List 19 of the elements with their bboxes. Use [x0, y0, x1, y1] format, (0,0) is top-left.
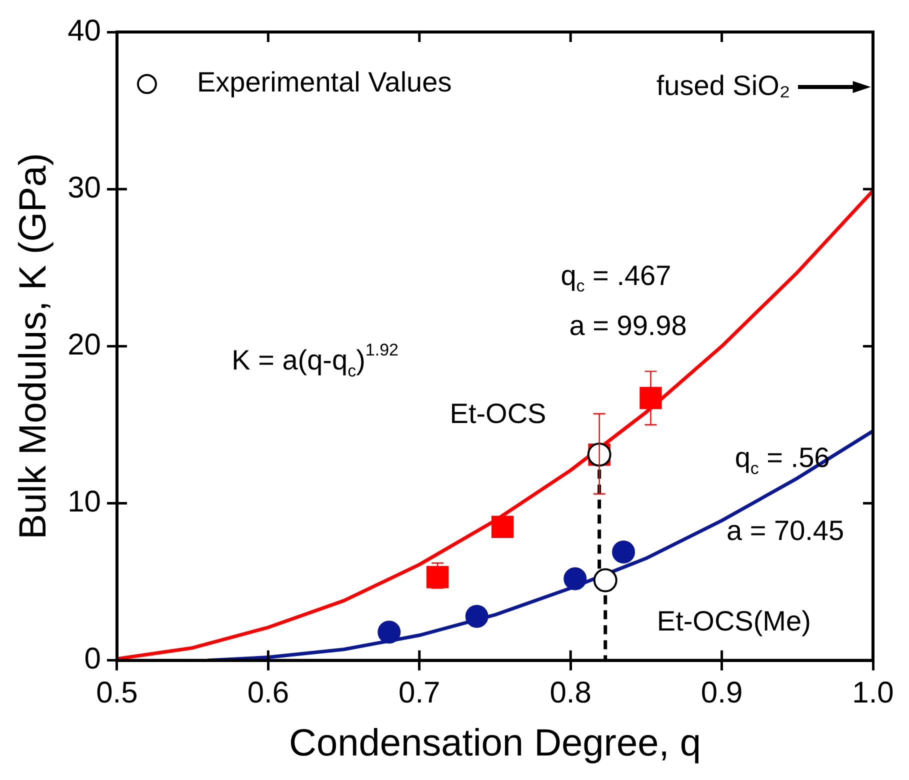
y-tick-label: 0 — [84, 642, 101, 676]
y-tick-label: 30 — [68, 171, 101, 204]
y-tick-label: 10 — [68, 486, 101, 519]
annotation: a = 99.98 — [569, 310, 687, 342]
annotation: Et-OCS — [450, 398, 546, 430]
x-axis-title: Condensation Degree, q — [289, 722, 701, 765]
y-tick-label: 40 — [68, 14, 101, 48]
legend-label: Experimental Values — [196, 66, 452, 98]
annotation: a = 70.45 — [726, 514, 844, 546]
x-tick-label: 0.6 — [247, 676, 290, 710]
x-tick-label: 0.7 — [398, 676, 440, 710]
annotation: Et-OCS(Me) — [656, 605, 811, 636]
x-tick-label: 0.9 — [700, 676, 743, 710]
annotation: fused SiO₂ — [656, 70, 790, 102]
x-tick-label: 0.5 — [96, 676, 138, 710]
x-tick-label: 0.8 — [550, 676, 592, 710]
x-tick-label: 1.0 — [852, 676, 894, 710]
y-axis-title: Bulk Modulus, K (GPa) — [12, 152, 54, 540]
y-tick-label: 20 — [68, 328, 101, 362]
